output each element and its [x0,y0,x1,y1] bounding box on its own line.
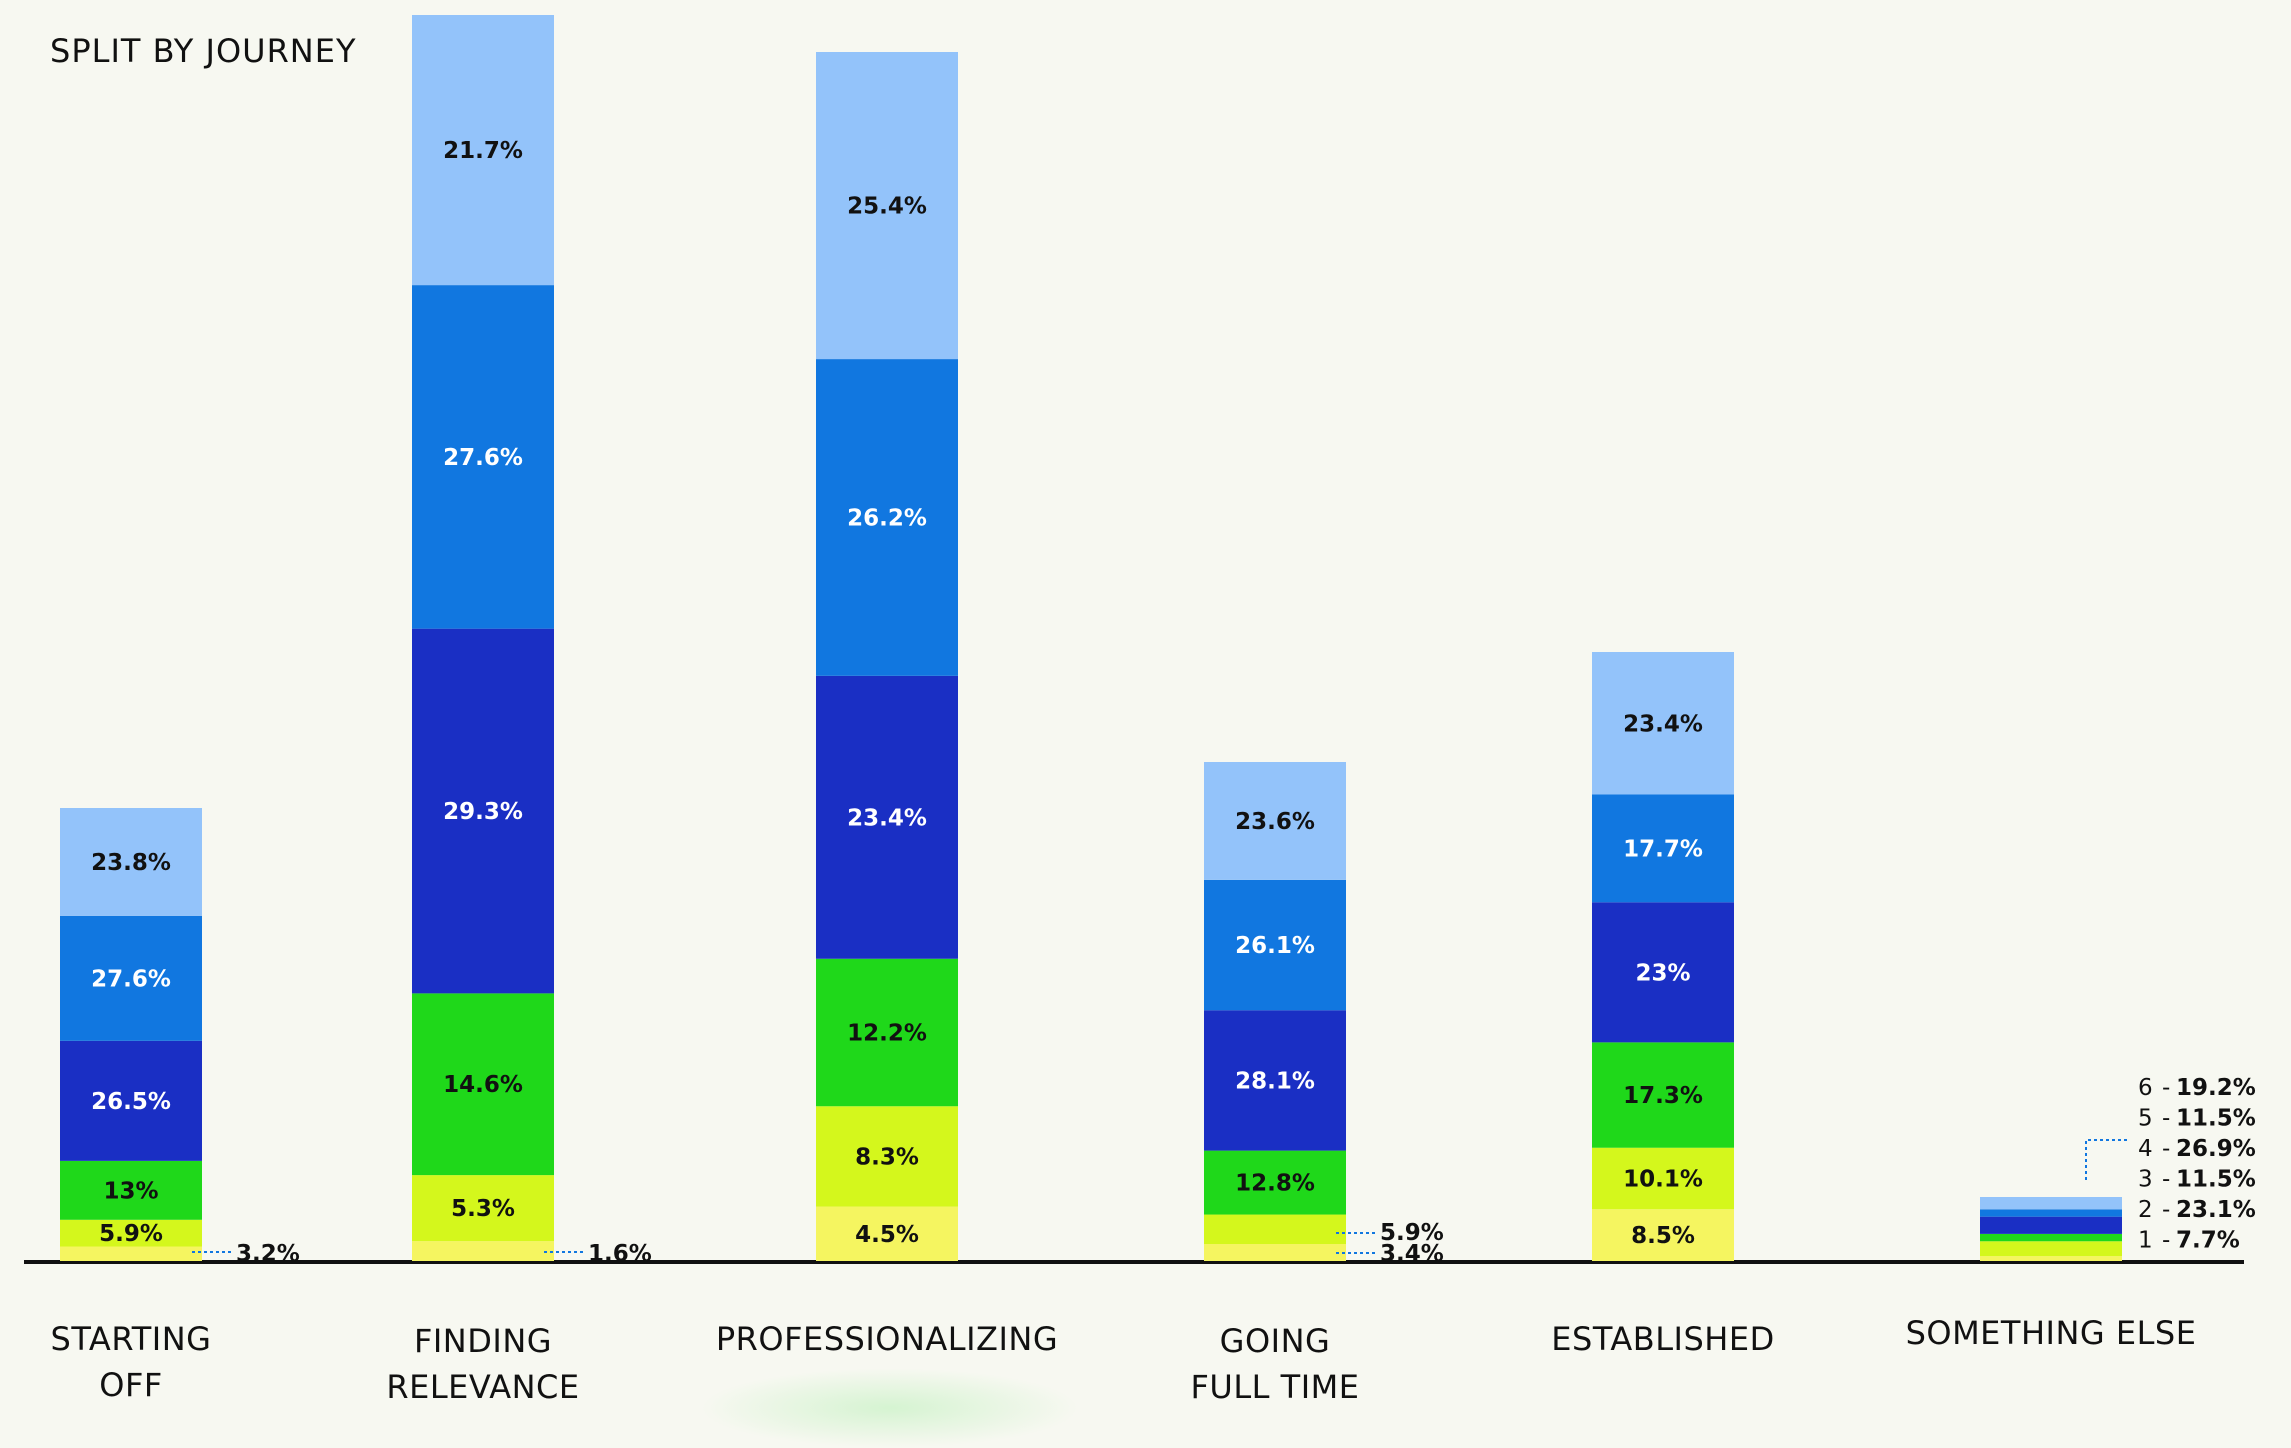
value-label: 10.1% [1623,1166,1703,1192]
value-label: 23.4% [847,805,927,831]
legend-value: 11.5% [2176,1167,2256,1193]
bar-segment-4-6 [1204,762,1346,880]
value-label: 23.8% [91,850,171,876]
legend-separator: - [2162,1136,2170,1162]
legend-separator: - [2162,1075,2170,1101]
bar-segment-1-3 [60,1160,202,1220]
value-label: 27.6% [91,966,171,992]
bar-segment-6-2 [1980,1241,2122,1257]
value-label: 5.9% [99,1221,163,1247]
bar-segment-3-2 [816,1106,958,1207]
value-label: 26.2% [847,505,927,531]
chart-title: SPLIT BY JOURNEY [50,32,357,70]
legend-number: 1 [2138,1228,2153,1254]
value-label: 25.4% [847,194,927,220]
value-label: 27.6% [443,445,523,471]
bar-segment-3-6 [816,52,958,360]
value-label: 4.5% [855,1222,919,1248]
bar-segment-5-3 [1592,1042,1734,1148]
category-label: SOMETHING ELSE [1905,1314,2197,1352]
legend-number: 3 [2138,1167,2153,1193]
category-label: PROFESSIONALIZING [715,1320,1059,1358]
bar-segment-2-2 [412,1175,554,1242]
bar-segment-6-6 [1980,1197,2122,1210]
bar-segment-1-6 [60,808,202,916]
callout-value-label: 3.4% [1380,1241,1444,1267]
legend-number: 5 [2138,1106,2153,1132]
category-label: ESTABLISHED [1551,1320,1775,1358]
bar-segment-2-4 [412,628,554,994]
callout-value-label: 3.2% [236,1241,300,1267]
bar-segment-5-6 [1592,652,1734,795]
legend-value: 7.7% [2176,1228,2240,1254]
legend-separator: - [2162,1106,2170,1132]
legend-separator: - [2162,1228,2170,1254]
bar-segment-4-5 [1204,879,1346,1011]
value-label: 21.7% [443,138,523,164]
value-label: 12.2% [847,1020,927,1046]
category-label: FINDING RELEVANCE [386,1322,580,1406]
legend-value: 11.5% [2176,1106,2256,1132]
bar-segment-1-1 [60,1246,202,1261]
bar-segment-3-1 [816,1206,958,1261]
bar-segment-3-4 [816,675,958,959]
category-label: STARTING OFF [50,1320,212,1404]
value-label: 23% [1635,960,1690,986]
bar-segment-6-4 [1980,1216,2122,1234]
value-label: 26.5% [91,1089,171,1115]
value-label: 29.3% [443,799,523,825]
legend-number: 4 [2138,1136,2153,1162]
bar-segment-1-5 [60,915,202,1041]
bar-segment-4-4 [1204,1010,1346,1151]
bar-segment-4-3 [1204,1150,1346,1215]
value-label: 14.6% [443,1072,523,1098]
bar-segment-1-4 [60,1040,202,1161]
value-label: 26.1% [1235,933,1315,959]
value-label: 23.4% [1623,711,1703,737]
bar-segment-6-1 [1980,1256,2122,1261]
legend-value: 23.1% [2176,1197,2256,1223]
bar-segment-2-3 [412,993,554,1176]
value-label: 17.7% [1623,836,1703,862]
stacked-bar-plot: 5.9% 13% 26.5% 27.6% 23.8% 3.2% 5.3% 14.6% 29.3%… [24,15,2256,1267]
callout-value-label: 1.6% [588,1241,652,1267]
category-label: GOING FULL TIME [1190,1322,1360,1406]
chart: SPLIT BY JOURNEY 5.9% 13% 26.5% 27.6% 23.8% 3… [24,15,2256,1448]
value-label: 23.6% [1235,809,1315,835]
bar-segment-4-1 [1204,1244,1346,1261]
value-label: 5.3% [451,1196,515,1222]
bar-segment-3-5 [816,359,958,676]
value-label: 28.1% [1235,1068,1315,1094]
bar-segment-2-5 [412,285,554,629]
bar-segment-5-2 [1592,1147,1734,1210]
callout-value-label: 5.9% [1380,1220,1444,1246]
value-label: 13% [103,1178,158,1204]
bar-segment-6-5 [1980,1209,2122,1217]
value-label: 8.3% [855,1144,919,1170]
legend-value: 19.2% [2176,1075,2256,1101]
legend-connector [2085,1139,2130,1180]
bar-segment-2-1 [412,1241,554,1261]
bar-segment-4-2 [1204,1214,1346,1245]
value-label: 8.5% [1631,1223,1695,1249]
bar-segment-5-5 [1592,794,1734,903]
bar-segment-5-4 [1592,902,1734,1043]
value-label: 12.8% [1235,1171,1315,1197]
legend-number: 6 [2138,1075,2153,1101]
bar-segment-1-2 [60,1219,202,1247]
legend-separator: - [2162,1167,2170,1193]
bar-segment-5-1 [1592,1209,1734,1261]
bar-segment-3-3 [816,958,958,1107]
legend-value: 26.9% [2176,1136,2256,1162]
legend-separator: - [2162,1197,2170,1223]
bar-segment-2-6 [412,15,554,286]
legend-number: 2 [2138,1197,2153,1223]
value-label: 17.3% [1623,1083,1703,1109]
bar-segment-6-3 [1980,1233,2122,1242]
